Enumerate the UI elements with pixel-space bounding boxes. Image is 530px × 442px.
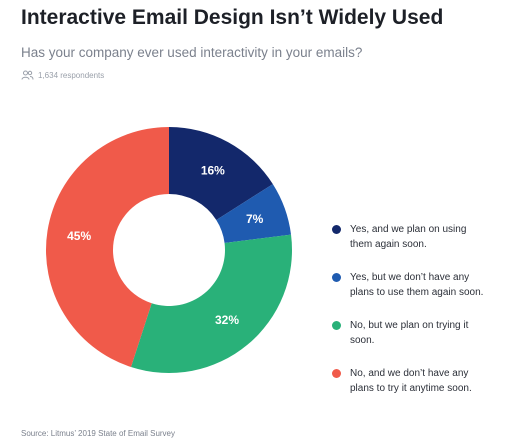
legend-label-3: No, and we don’t have any plans to try i… [350,368,472,394]
respondents-label: 1,634 respondents [38,70,105,80]
legend-label-2: No, but we plan on trying it soon. [350,320,469,346]
chart-title: Interactive Email Design Isn’t Widely Us… [21,6,444,29]
legend-item-0: Yes, and we plan on using them again soo… [332,222,522,252]
legend-item-1: Yes, but we don’t have any plans to use … [332,270,522,300]
legend-swatch-0 [332,225,341,234]
slice-value-label-3: 45% [67,229,91,243]
slice-value-label-1: 7% [246,212,264,226]
respondents-count: 1,634 respondents [21,70,104,80]
donut-slice-2 [130,234,293,373]
chart-legend: Yes, and we plan on using them again soo… [332,222,522,414]
legend-item-2: No, but we plan on trying it soon. [332,318,522,348]
legend-swatch-1 [332,273,341,282]
legend-item-3: No, and we don’t have any plans to try i… [332,366,522,396]
legend-label-1: Yes, but we don’t have any plans to use … [350,272,484,298]
legend-label-0: Yes, and we plan on using them again soo… [350,224,467,250]
donut-slice-0 [169,127,273,220]
donut-slice-1 [216,184,292,243]
slice-value-label-0: 16% [201,163,225,177]
donut-slice-3 [46,127,169,367]
legend-swatch-3 [332,369,341,378]
source-note: Source: Litmus’ 2019 State of Email Surv… [21,429,175,438]
people-icon [21,70,34,80]
chart-subtitle: Has your company ever used interactivity… [21,45,363,60]
legend-swatch-2 [332,321,341,330]
slice-value-label-2: 32% [215,313,239,327]
